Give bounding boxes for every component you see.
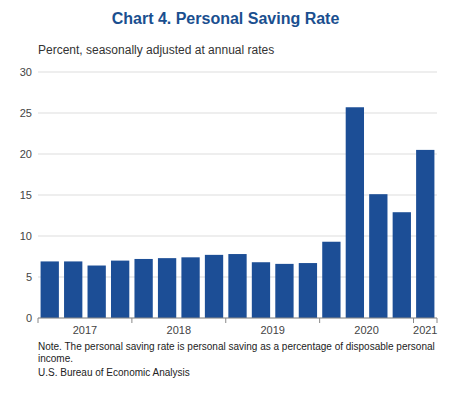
y-tick-label: 5 [26, 271, 32, 283]
bar [64, 261, 82, 318]
bar [275, 264, 293, 318]
chart: Chart 4. Personal Saving Rate Percent, se… [0, 0, 451, 400]
x-tick-label: 2019 [260, 324, 284, 336]
bar [88, 266, 106, 318]
subtitle: Percent, seasonally adjusted at annual r… [38, 43, 274, 57]
bar [299, 263, 317, 318]
group-divider [319, 318, 320, 323]
annotation-line: U.S. Bureau of Economic Analysis [38, 367, 190, 378]
bar [181, 257, 199, 318]
x-tick-label: 2017 [73, 324, 97, 336]
y-tick-label: 0 [26, 312, 32, 324]
bar [393, 212, 411, 318]
annotation: Note. The personal saving rate is person… [38, 341, 435, 364]
grid [38, 72, 437, 318]
group-divider [131, 318, 132, 323]
group-divider [225, 318, 226, 323]
grid-line [38, 72, 437, 73]
group-divider [38, 318, 39, 323]
bar [416, 150, 434, 318]
x-tick-label: 2020 [354, 324, 378, 336]
bar [205, 255, 223, 318]
bar [322, 242, 340, 318]
grid-line [38, 154, 437, 155]
bar [158, 258, 176, 318]
grid-line [38, 113, 437, 114]
bar [228, 254, 246, 318]
group-divider [413, 318, 414, 323]
bar [252, 262, 270, 318]
bar [134, 259, 152, 318]
y-tick-label: 15 [20, 189, 32, 201]
y-tick-label: 25 [20, 107, 32, 119]
bar [346, 107, 364, 318]
x-axis-line [38, 318, 437, 319]
x-tick-label: 2021 [413, 324, 437, 336]
bar [41, 261, 59, 318]
annotation-line: Note. The personal saving rate is person… [38, 341, 435, 352]
y-tick-label: 30 [20, 66, 32, 78]
y-tick-label: 20 [20, 148, 32, 160]
group-divider [437, 318, 438, 323]
title: Chart 4. Personal Saving Rate [112, 10, 340, 27]
bars [41, 107, 435, 318]
y-tick-label: 10 [20, 230, 32, 242]
x-tick-label: 2018 [167, 324, 191, 336]
annotation-line: income. [38, 353, 73, 364]
bar [111, 261, 129, 318]
bar [369, 194, 387, 318]
grid-line [38, 318, 437, 319]
annotation: U.S. Bureau of Economic Analysis [38, 367, 190, 378]
